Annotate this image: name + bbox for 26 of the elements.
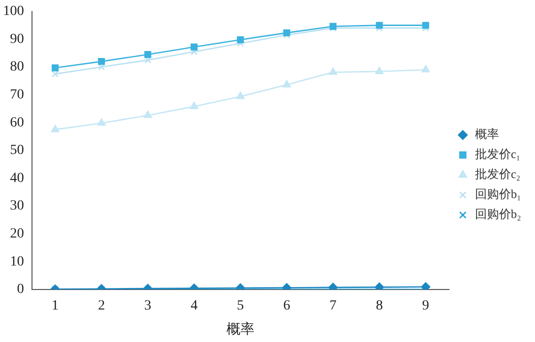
x-tick-label: 3 bbox=[144, 298, 152, 314]
y-tick-label: 20 bbox=[10, 226, 24, 242]
y-tick-label: 100 bbox=[3, 4, 24, 20]
legend-label: 批发价c₁ bbox=[474, 147, 520, 162]
y-tick-label: 30 bbox=[10, 198, 24, 214]
y-tick-label: 40 bbox=[10, 170, 24, 186]
legend-label: 回购价b₂ bbox=[474, 207, 522, 222]
x-axis-title: 概率 bbox=[226, 321, 254, 338]
y-tick-label: 10 bbox=[10, 254, 24, 270]
y-tick-label: 60 bbox=[10, 115, 24, 130]
x-tick-label: 4 bbox=[190, 298, 198, 314]
y-tick-label: 70 bbox=[10, 87, 24, 102]
y-tick-label: 0 bbox=[17, 282, 24, 298]
x-tick-label: 7 bbox=[330, 298, 337, 314]
legend-label: 概率 bbox=[474, 127, 499, 142]
y-tick-label: 90 bbox=[10, 32, 24, 47]
y-tick-label: 80 bbox=[10, 60, 24, 75]
legend-label: 批发价c₂ bbox=[474, 167, 520, 182]
x-tick-label: 6 bbox=[283, 298, 290, 314]
x-tick-label: 8 bbox=[376, 298, 383, 314]
legend-label: 回购价b₁ bbox=[474, 187, 522, 202]
x-tick-label: 9 bbox=[422, 298, 430, 314]
x-tick-label: 2 bbox=[98, 298, 105, 314]
x-tick-label: 5 bbox=[236, 298, 244, 314]
x-tick-label: 1 bbox=[52, 298, 59, 314]
y-tick-label: 50 bbox=[10, 143, 24, 158]
